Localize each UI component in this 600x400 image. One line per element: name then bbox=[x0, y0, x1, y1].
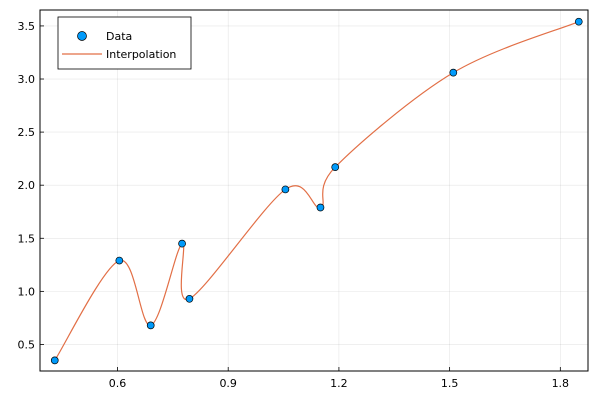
y-tick-label: 2.5 bbox=[18, 126, 36, 139]
legend-box bbox=[57, 16, 192, 70]
x-tick-label: 1.5 bbox=[441, 377, 459, 390]
series-points bbox=[50, 17, 583, 365]
x-tick-label: 0.6 bbox=[109, 377, 127, 390]
plot-frame bbox=[39, 9, 589, 372]
data-point bbox=[50, 356, 59, 365]
data-point bbox=[115, 256, 124, 265]
data-point bbox=[146, 321, 155, 330]
series-lines bbox=[54, 21, 579, 361]
legend-marker-data bbox=[77, 31, 87, 41]
y-tick-label: 3.0 bbox=[18, 73, 36, 86]
data-point bbox=[331, 163, 340, 171]
x-tick-label: 0.9 bbox=[219, 377, 237, 390]
data-point bbox=[574, 17, 583, 26]
x-tick-label: 1.2 bbox=[330, 377, 348, 390]
data-point bbox=[185, 294, 194, 303]
axis-ticks: 0.6 0.9 1.2 1.5 1.8 0.5 1.0 1.5 2.0 2.5 3.0 3.5 bbox=[18, 20, 570, 390]
data-point bbox=[449, 68, 458, 77]
y-tick-label: 1.5 bbox=[18, 232, 36, 245]
x-tick-label: 1.8 bbox=[552, 377, 570, 390]
interpolation-line bbox=[54, 21, 579, 361]
legend-label-data: Data bbox=[106, 30, 132, 43]
data-point bbox=[178, 239, 186, 248]
y-tick-label: 2.0 bbox=[18, 179, 36, 192]
y-tick-label: 3.5 bbox=[18, 20, 36, 33]
y-tick-label: 0.5 bbox=[18, 338, 36, 351]
y-tick-label: 1.0 bbox=[18, 285, 36, 298]
data-point bbox=[281, 185, 290, 194]
legend: Data Interpolation bbox=[57, 16, 192, 70]
data-point bbox=[316, 203, 325, 212]
legend-label-interpolation: Interpolation bbox=[106, 48, 176, 61]
